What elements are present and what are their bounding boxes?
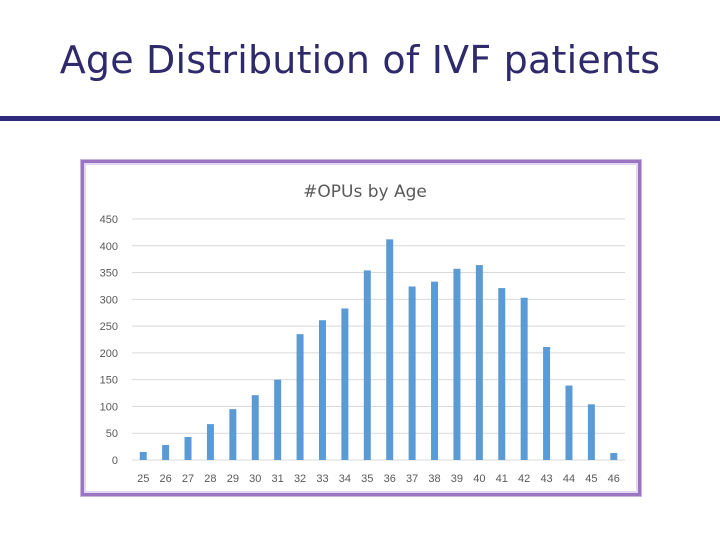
y-tick-label: 450: [100, 214, 118, 226]
x-tick-label: 27: [182, 473, 194, 485]
x-tick-label: 25: [137, 473, 149, 485]
bar-age-36: [386, 239, 394, 460]
x-tick-label: 28: [204, 473, 216, 485]
bar-age-29: [229, 409, 237, 460]
x-axis-ticks: 25 26 27 28 29 30 31 32 33 34 35 36 37 38 39 40 41 42 43 44…: [137, 473, 620, 485]
bar-chart: #OPUs by Age 050100150200250300350400450…: [100, 182, 625, 485]
bar-age-34: [341, 308, 349, 460]
y-axis-ticks: 0 50 100 150 200 250 300 350 400 450: [100, 214, 118, 467]
x-tick-label: 41: [496, 473, 508, 485]
x-tick-label: 34: [339, 473, 351, 485]
bar-age-25: [139, 451, 147, 460]
y-tick-label: 250: [100, 321, 118, 333]
x-tick-label: 42: [518, 473, 530, 485]
bar-age-44: [565, 385, 573, 460]
x-tick-label: 32: [294, 473, 306, 485]
x-tick-label: 44: [563, 473, 575, 485]
x-tick-label: 35: [361, 473, 373, 485]
x-tick-label: 30: [249, 473, 261, 485]
bar-age-42: [520, 297, 528, 460]
bar-age-31: [274, 379, 282, 460]
bar-age-28: [206, 424, 214, 460]
bar-age-40: [475, 265, 483, 460]
bar-age-46: [610, 453, 618, 460]
bar-age-35: [363, 270, 371, 460]
chart-frame: #OPUs by Age 0 50 100 150 200 250 300 350 400 450…: [81, 160, 641, 496]
bar-age-43: [543, 346, 551, 460]
bar-age-27: [184, 436, 192, 460]
bar-age-38: [431, 281, 439, 460]
bar-age-41: [498, 288, 506, 460]
y-tick-label: 150: [100, 375, 118, 387]
x-tick-label: 31: [272, 473, 284, 485]
y-tick-label: 300: [100, 294, 118, 306]
bar-age-32: [296, 334, 304, 460]
x-tick-label: 40: [473, 473, 485, 485]
x-tick-label: 37: [406, 473, 418, 485]
bar-age-26: [162, 445, 170, 460]
bars: [139, 239, 618, 460]
bar-age-37: [408, 286, 416, 460]
y-tick-label: 50: [106, 428, 118, 440]
y-tick-label: 0: [112, 455, 118, 467]
title-divider: [0, 116, 720, 121]
y-tick-label: 100: [100, 401, 118, 413]
y-tick-label: 200: [100, 348, 118, 360]
x-tick-label: 38: [428, 473, 440, 485]
x-tick-label: 43: [540, 473, 552, 485]
bar-age-30: [251, 395, 259, 460]
x-tick-label: 29: [227, 473, 239, 485]
x-tick-label: 46: [608, 473, 620, 485]
slide-title: Age Distribution of IVF patients: [59, 38, 661, 82]
y-tick-label: 350: [100, 268, 118, 280]
x-tick-label: 33: [316, 473, 328, 485]
bar-age-33: [318, 320, 326, 460]
x-tick-label: 45: [585, 473, 597, 485]
x-tick-label: 36: [384, 473, 396, 485]
x-tick-label: 26: [159, 473, 171, 485]
y-tick-label: 400: [100, 241, 118, 253]
bar-age-39: [453, 268, 461, 460]
grid-lines: [132, 218, 625, 461]
bar-age-45: [587, 404, 595, 460]
x-tick-label: 39: [451, 473, 463, 485]
chart-title: #OPUs by Age: [303, 182, 427, 202]
